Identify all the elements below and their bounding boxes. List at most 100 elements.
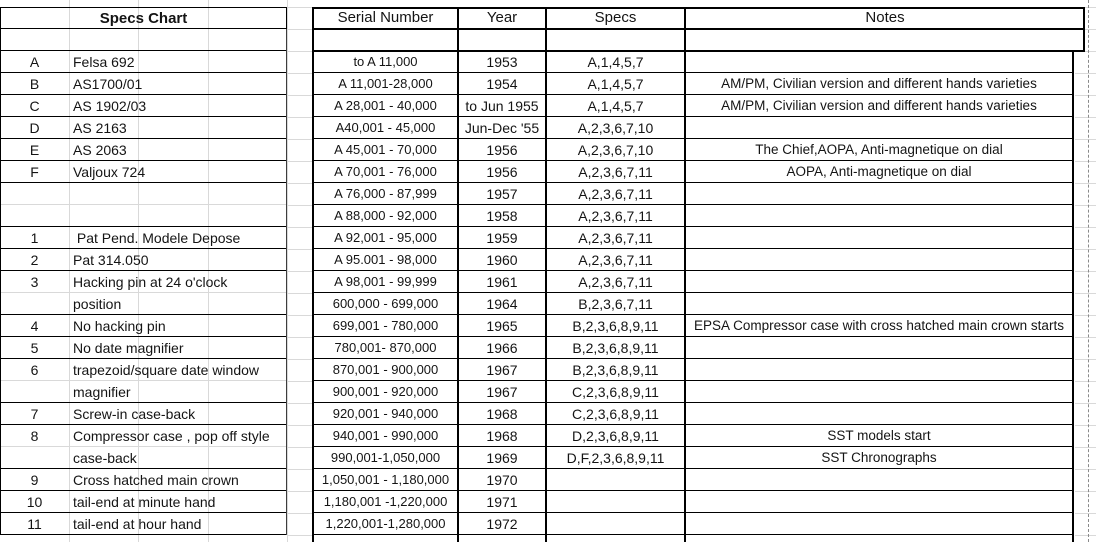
specs-cell[interactable]: A,2,3,6,7,10 bbox=[577, 141, 654, 158]
spec-description-cell[interactable]: Screw-in case-back bbox=[73, 405, 196, 422]
spec-code-cell[interactable]: 10 bbox=[26, 493, 43, 510]
specs-cell[interactable]: C,2,3,6,8,9,11 bbox=[572, 405, 659, 422]
serial-number-cell[interactable]: A 45,001 - 70,000 bbox=[334, 142, 437, 157]
year-cell[interactable]: 1968 bbox=[486, 427, 518, 444]
specs-cell[interactable]: A,2,3,6,7,10 bbox=[577, 119, 654, 136]
notes-cell[interactable]: SST Chronographs bbox=[821, 450, 937, 465]
serial-number-cell[interactable]: 1,050,001 - 1,180,000 bbox=[321, 472, 450, 487]
specs-cell[interactable]: B,2,3,6,7,11 bbox=[578, 295, 653, 312]
specs-cell[interactable]: C,2,3,6,8,9,11 bbox=[572, 383, 659, 400]
spec-code-cell[interactable]: 11 bbox=[27, 515, 42, 532]
serial-number-cell[interactable]: 870,001 - 900,000 bbox=[332, 362, 439, 377]
spec-description-cell[interactable]: No date magnifier bbox=[73, 339, 184, 356]
specs-cell[interactable]: A,2,3,6,7,11 bbox=[578, 207, 653, 224]
spec-description-cell[interactable]: Pat 314.050 bbox=[73, 251, 149, 268]
spec-description-cell[interactable]: Valjoux 724 bbox=[73, 163, 146, 180]
spec-description-cell[interactable]: AS1700/01 bbox=[73, 75, 143, 92]
serial-number-cell[interactable]: A 98,001 - 99,999 bbox=[334, 274, 437, 289]
notes-header-cell[interactable]: Notes bbox=[865, 9, 905, 26]
spec-code-cell[interactable]: 5 bbox=[30, 339, 39, 356]
specs-cell[interactable]: D,F,2,3,6,8,9,11 bbox=[566, 449, 665, 466]
year-cell[interactable]: 1967 bbox=[486, 361, 518, 378]
notes-cell[interactable]: EPSA Compressor case with cross hatched … bbox=[694, 318, 1064, 333]
spec-code-cell[interactable]: 9 bbox=[30, 471, 39, 488]
specs-cell[interactable]: A,2,3,6,7,11 bbox=[578, 185, 653, 202]
year-cell[interactable]: 1959 bbox=[486, 229, 518, 246]
spec-description-cell[interactable]: Cross hatched main crown bbox=[73, 471, 239, 488]
serial-number-cell[interactable]: A 95.001 - 98,000 bbox=[334, 252, 437, 267]
spec-description-cell[interactable]: AS 2163 bbox=[73, 119, 127, 136]
specs-header-cell[interactable]: Specs bbox=[594, 9, 637, 26]
year-cell[interactable]: 1958 bbox=[486, 207, 518, 224]
specs-cell[interactable]: A,2,3,6,7,11 bbox=[578, 273, 653, 290]
year-cell[interactable]: 1961 bbox=[486, 273, 518, 290]
notes-cell[interactable]: SST models start bbox=[827, 428, 931, 443]
year-cell[interactable]: 1953 bbox=[486, 53, 518, 70]
year-cell[interactable]: 1954 bbox=[486, 75, 518, 92]
serial-number-cell[interactable]: 990,001-1,050,000 bbox=[330, 450, 441, 465]
spec-description-cell[interactable]: case-back bbox=[73, 449, 137, 466]
spec-description-cell[interactable]: tail-end at hour hand bbox=[73, 515, 202, 532]
notes-cell[interactable]: AM/PM, Civilian version and different ha… bbox=[721, 76, 1037, 91]
serial-number-cell[interactable]: A 28,001 - 40,000 bbox=[334, 98, 437, 113]
spec-code-cell[interactable]: C bbox=[29, 97, 40, 114]
serial-number-cell[interactable]: A 92,001 - 95,000 bbox=[334, 230, 437, 245]
spec-code-cell[interactable]: 7 bbox=[30, 405, 39, 422]
year-cell[interactable]: to Jun 1955 bbox=[465, 97, 539, 114]
specs-cell[interactable]: A,2,3,6,7,11 bbox=[578, 163, 653, 180]
specs-cell[interactable]: A,2,3,6,7,11 bbox=[578, 229, 653, 246]
year-cell[interactable]: 1966 bbox=[486, 339, 518, 356]
spec-description-cell[interactable]: Compressor case , pop off style bbox=[73, 427, 270, 444]
spec-description-cell[interactable]: AS 1902/03 bbox=[73, 97, 147, 114]
year-cell[interactable]: 1970 bbox=[486, 471, 518, 488]
year-cell[interactable]: 1967 bbox=[486, 383, 518, 400]
specs-cell[interactable]: B,2,3,6,8,9,11 bbox=[572, 317, 659, 334]
year-cell[interactable]: Jun-Dec '55 bbox=[464, 119, 540, 136]
serial-number-cell[interactable]: A40,001 - 45,000 bbox=[335, 120, 436, 135]
spec-code-cell[interactable]: D bbox=[29, 119, 40, 136]
year-cell[interactable]: 1969 bbox=[486, 449, 518, 466]
year-cell[interactable]: 1971 bbox=[486, 493, 518, 510]
spec-code-cell[interactable]: 3 bbox=[30, 273, 39, 290]
serial-number-cell[interactable]: 780,001- 870,000 bbox=[334, 340, 437, 355]
serial-number-cell[interactable]: 699,001 - 780,000 bbox=[332, 318, 439, 333]
serial-number-cell[interactable]: 920,001 - 940,000 bbox=[332, 406, 439, 421]
spec-description-cell[interactable]: trapezoid/square date window bbox=[73, 361, 260, 378]
serial-number-cell[interactable]: 900,001 - 920,000 bbox=[332, 384, 439, 399]
specs-cell[interactable]: A,1,4,5,7 bbox=[587, 53, 644, 70]
spec-code-cell[interactable]: 8 bbox=[30, 427, 39, 444]
year-cell[interactable]: 1957 bbox=[486, 185, 518, 202]
spec-code-cell[interactable]: A bbox=[29, 53, 40, 70]
spec-code-cell[interactable]: 4 bbox=[30, 317, 39, 334]
specs-cell[interactable]: A,2,3,6,7,11 bbox=[578, 251, 653, 268]
spec-description-cell[interactable]: Felsa 692 bbox=[73, 53, 135, 70]
notes-cell[interactable]: AOPA, Anti-magnetique on dial bbox=[786, 164, 972, 179]
year-cell[interactable]: 1965 bbox=[486, 317, 518, 334]
year-cell[interactable]: 1964 bbox=[486, 295, 518, 312]
notes-cell[interactable]: AM/PM, Civilian version and different ha… bbox=[721, 98, 1037, 113]
spec-description-cell[interactable]: Hacking pin at 24 o'clock bbox=[73, 273, 228, 290]
serial-number-cell[interactable]: 1,180,001 -1,220,000 bbox=[323, 494, 448, 509]
serial-number-cell[interactable]: A 76,000 - 87,999 bbox=[334, 186, 437, 201]
spec-description-cell[interactable]: position bbox=[73, 295, 122, 312]
year-header-cell[interactable]: Year bbox=[486, 9, 518, 26]
year-cell[interactable]: 1956 bbox=[486, 163, 518, 180]
serial-number-cell[interactable]: A 70,001 - 76,000 bbox=[334, 164, 437, 179]
specs-cell[interactable]: A,1,4,5,7 bbox=[587, 75, 644, 92]
serial-number-cell[interactable]: 940,001 - 990,000 bbox=[332, 428, 439, 443]
serial-number-cell[interactable]: 1,220,001-1,280,000 bbox=[325, 516, 446, 531]
specs-cell[interactable]: D,2,3,6,8,9,11 bbox=[572, 427, 659, 444]
spec-description-cell[interactable]: No hacking pin bbox=[73, 317, 166, 334]
year-cell[interactable]: 1968 bbox=[486, 405, 518, 422]
spec-description-cell[interactable]: tail-end at minute hand bbox=[73, 493, 216, 510]
serial-number-cell[interactable]: 600,000 - 699,000 bbox=[332, 296, 439, 311]
spec-code-cell[interactable]: B bbox=[29, 75, 40, 92]
spec-description-cell[interactable]: AS 2063 bbox=[73, 141, 127, 158]
spec-description-cell[interactable]: magnifier bbox=[73, 383, 131, 400]
specs-cell[interactable]: B,2,3,6,8,9,11 bbox=[572, 361, 659, 378]
specs-cell[interactable]: A,1,4,5,7 bbox=[587, 97, 644, 114]
serial-number-cell[interactable]: to A 11,000 bbox=[353, 54, 418, 69]
year-cell[interactable]: 1956 bbox=[486, 141, 518, 158]
serial-number-cell[interactable]: A 11,001-28,000 bbox=[338, 76, 433, 91]
spec-code-cell[interactable]: 1 bbox=[30, 229, 39, 246]
